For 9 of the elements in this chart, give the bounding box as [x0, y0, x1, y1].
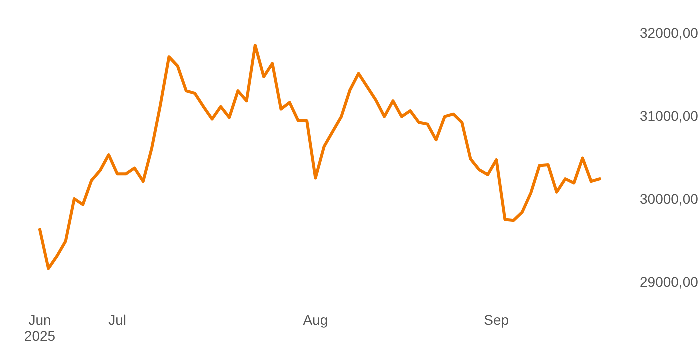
y-tick-label: 29000,00: [640, 274, 699, 290]
y-tick-label: 31000,00: [640, 108, 699, 124]
x-tick-label: Jul: [108, 312, 126, 328]
x-tick-label: Jun 2025: [24, 312, 56, 344]
line-series: [38, 44, 602, 270]
y-tick-label: 30000,00: [640, 190, 699, 207]
y-tick-label: 32000,00: [640, 24, 699, 41]
x-tick-label: Aug: [303, 312, 328, 328]
x-tick-label: Sep: [484, 312, 510, 328]
